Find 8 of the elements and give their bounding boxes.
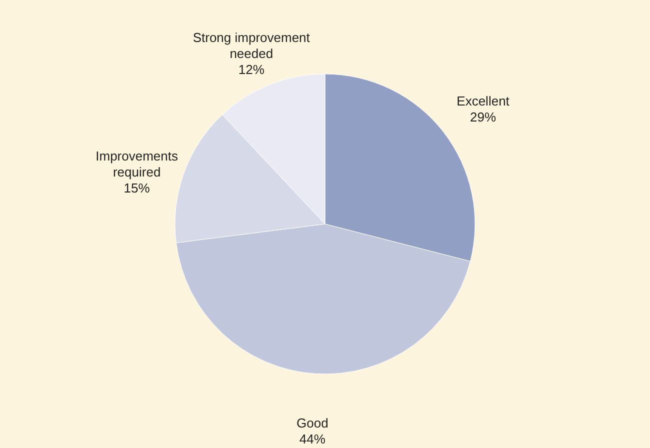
data-label: 29% — [470, 109, 496, 124]
slice-label: Good — [296, 416, 328, 431]
slice-label: Improvements required — [96, 148, 178, 180]
slice-label: Excellent — [456, 93, 510, 108]
data-label: 12% — [238, 62, 265, 78]
data-label: 44% — [299, 432, 326, 447]
slice-label: Strong improvement needed — [192, 30, 310, 62]
data-label: 15% — [124, 180, 150, 196]
